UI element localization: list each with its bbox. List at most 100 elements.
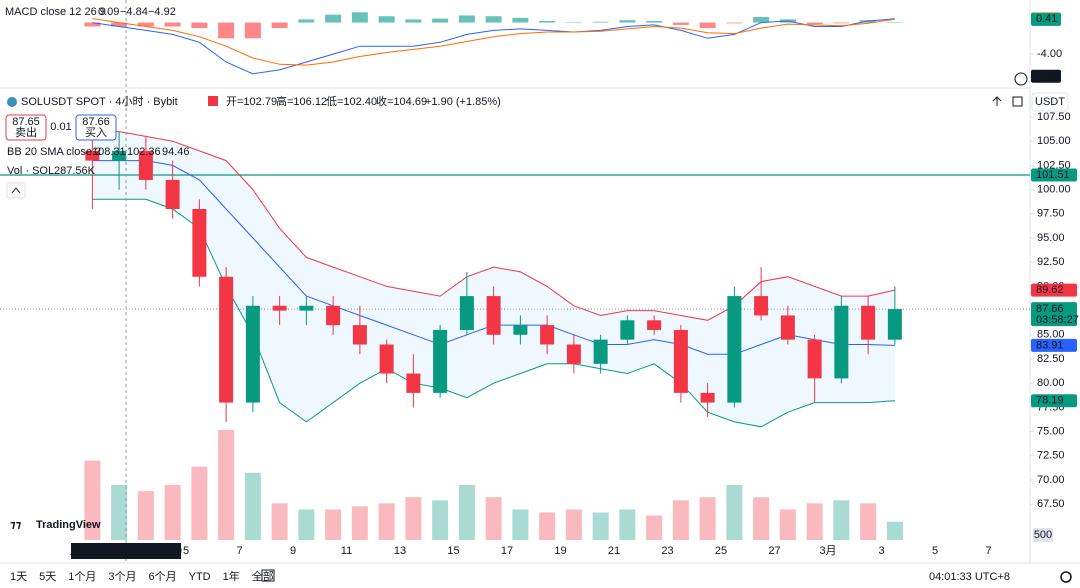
macd-histogram [539,20,556,23]
bb-value: 102.36 [127,146,161,158]
x-tick-label: 7 [985,545,991,557]
currency[interactable]: USDT [1035,96,1065,108]
macd-histogram [806,22,823,25]
range-button[interactable]: YTD [189,571,211,583]
macd-histogram [137,22,154,27]
calendar-icon[interactable] [261,569,275,582]
macd-histogram [111,22,128,27]
volume-bar [432,500,449,540]
y-tick-label: 107.50 [1037,111,1071,123]
x-tick-label: 5 [932,545,938,557]
candle-body [112,150,127,161]
macd-histogram [726,22,743,24]
macd-histogram [244,22,261,39]
volume-bar [833,500,850,540]
macd-histogram [512,17,529,23]
add-icon[interactable] [1014,72,1028,86]
macd-value: −4.92 [148,6,176,18]
price-label: 89.62 [1036,284,1064,296]
range-button[interactable]: 1个月 [68,570,96,583]
candle-body [727,296,742,403]
sell-label[interactable]: 卖出 [15,125,37,139]
fullscreen-icon[interactable] [1012,96,1023,107]
y-tick-label: 100.00 [1037,184,1071,196]
macd-histogram [218,22,235,39]
currency-box[interactable] [1031,92,1069,112]
range-button[interactable]: 1年 [223,569,240,583]
candle-body [861,305,876,340]
crosshair-label-box [71,543,181,559]
range-button[interactable]: 6个月 [149,570,177,583]
candle-body [647,320,662,330]
candle-body [834,305,849,379]
volume-bar [485,497,502,540]
collapse-button[interactable] [6,182,26,199]
ohlc-close: 收=104.69 [376,94,427,108]
candle-body [219,276,234,403]
sell-button[interactable] [5,114,47,141]
volume-bar [619,509,636,540]
volume-bar [271,503,288,540]
candle-body [245,305,260,403]
x-tick-label: 5 [183,545,189,557]
scroll-icon[interactable] [992,96,1002,106]
volume-bar [137,491,154,540]
settings-icon[interactable] [1060,571,1072,583]
price-label: 78.19 [1036,395,1064,407]
buy-label[interactable]: 买入 [85,126,107,139]
candle-body [513,325,528,335]
volume-bar [325,509,342,540]
price-label-box [1031,338,1077,352]
macd-histogram [458,15,475,23]
volume-bar [351,506,368,540]
macd-value: 0.09 [98,6,119,18]
macd-label-box [1031,69,1061,83]
range-button[interactable]: 全部 [252,569,274,583]
vol-value: 287.56K [54,165,96,177]
macd-histogram [351,12,368,23]
macd-line [92,18,895,75]
y-tick-label: 75.00 [1037,426,1065,438]
volume-bar [806,503,823,540]
range-button[interactable]: 3个月 [108,570,136,583]
volume-bar [405,497,422,540]
price-label: 83.91 [1036,339,1064,351]
plot-area [0,12,1030,540]
macd-histogram [672,22,689,25]
price-label: 101.51 [1036,169,1070,181]
x-tick-label: 19 [554,545,566,557]
volume-bar [84,460,101,540]
range-button[interactable]: 1天 [10,571,27,583]
symbol-title[interactable]: SOLUSDT SPOT · 4小时 · Bybit [21,95,178,108]
y-tick-label: 72.50 [1037,450,1065,462]
macd-histogram [485,16,502,23]
price-label-box [1031,168,1077,182]
candle-body [138,150,153,180]
sell-price[interactable]: 87.65 [12,116,40,128]
volume-bar [646,515,663,540]
y-tick-label: 85.00 [1037,329,1065,341]
volume-label: 500 [1034,529,1052,541]
bb-legend: BB 20 SMA close 2 [7,146,101,158]
buy-button[interactable] [75,114,117,141]
candle-body [807,339,822,379]
buy-price[interactable]: 87.66 [82,116,110,128]
candle-body [192,208,207,277]
ohlc-high: 高=106.12 [276,94,327,108]
clock: 04:01:33 UTC+8 [929,571,1010,583]
candle-body [85,150,100,161]
volume-bar [726,485,743,540]
macd-histogram [886,22,903,23]
y-tick-label: 102.50 [1037,159,1071,171]
macd-histogram [191,22,208,29]
x-tick-label: 23 [661,545,673,557]
y-tick-label: 70.00 [1037,474,1065,486]
range-button[interactable]: 5天 [39,571,56,583]
candle-body [379,344,394,374]
y-tick-label: 82.50 [1037,353,1065,365]
macd-label: 0.41 [1036,13,1057,25]
volume-label-box [1033,528,1053,542]
candle-body [272,305,287,311]
